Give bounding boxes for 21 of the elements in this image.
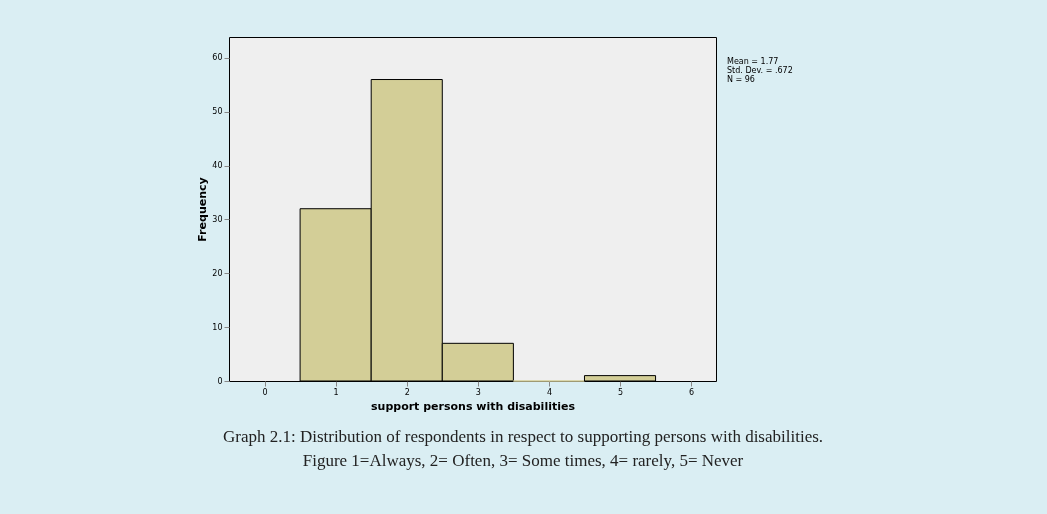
caption: Figure 1=Always, 2= Often, 3= Some times, 4= rarely, 5= Never — [302, 451, 744, 470]
y-tick-label: 50 — [212, 107, 223, 117]
x-tick-label: 4 — [546, 387, 552, 397]
x-axis-title: support persons with disabilities — [371, 399, 576, 413]
y-tick-label: 0 — [217, 376, 223, 386]
y-axis-title: Frequency — [196, 177, 210, 242]
x-tick-label: 2 — [404, 387, 410, 397]
caption: Graph 2.1: Distribution of respondents in respect to supporting persons with disabilities. — [222, 427, 824, 446]
x-tick-label: 5 — [617, 387, 624, 397]
text: N = 96 — [727, 75, 755, 84]
x-tick-label: 0 — [262, 387, 268, 397]
x-tick-label: 3 — [475, 387, 481, 397]
y-tick-label: 60 — [212, 53, 223, 63]
text: Std. Dev. = .672 — [727, 66, 793, 75]
y-tick-label: 40 — [212, 161, 223, 171]
x-tick-label: 1 — [333, 387, 339, 397]
x-tick-label: 6 — [689, 387, 695, 397]
y-tick-label: 30 — [212, 215, 223, 224]
text: Mean = 1.77 — [727, 57, 779, 66]
y-tick-label: 20 — [212, 268, 223, 278]
y-tick-label: 10 — [212, 322, 223, 332]
